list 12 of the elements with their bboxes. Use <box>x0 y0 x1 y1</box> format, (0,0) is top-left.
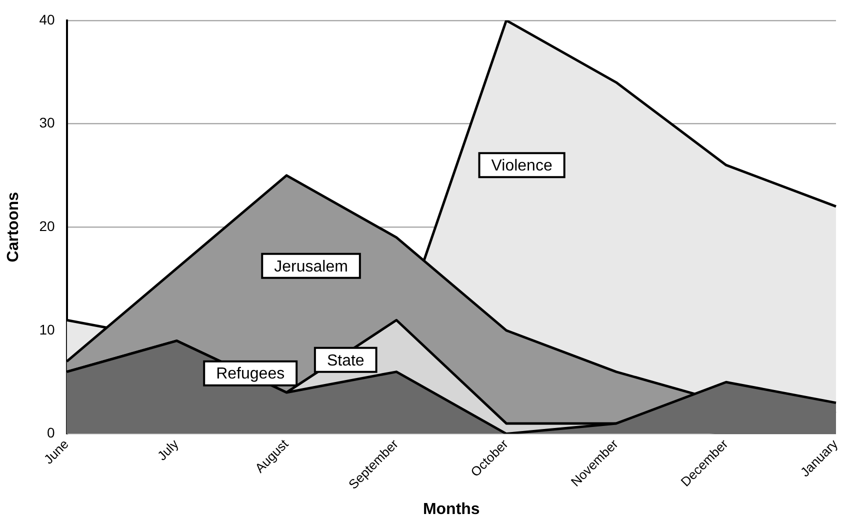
y-tick-label: 40 <box>39 11 55 28</box>
y-tick-label: 20 <box>39 218 55 234</box>
x-tick-label: July <box>154 436 182 464</box>
y-tick-label: 0 <box>46 424 55 441</box>
series-label: State <box>326 352 364 370</box>
y-tick-label: 30 <box>39 114 55 131</box>
y-tick-label: 10 <box>39 321 55 338</box>
series-label: Refugees <box>216 366 285 383</box>
y-axis-title: Cartoons <box>5 192 22 262</box>
x-axis-title: Months <box>422 500 480 518</box>
series-label: Jerusalem <box>274 258 348 276</box>
series-label: Violence <box>491 158 552 174</box>
